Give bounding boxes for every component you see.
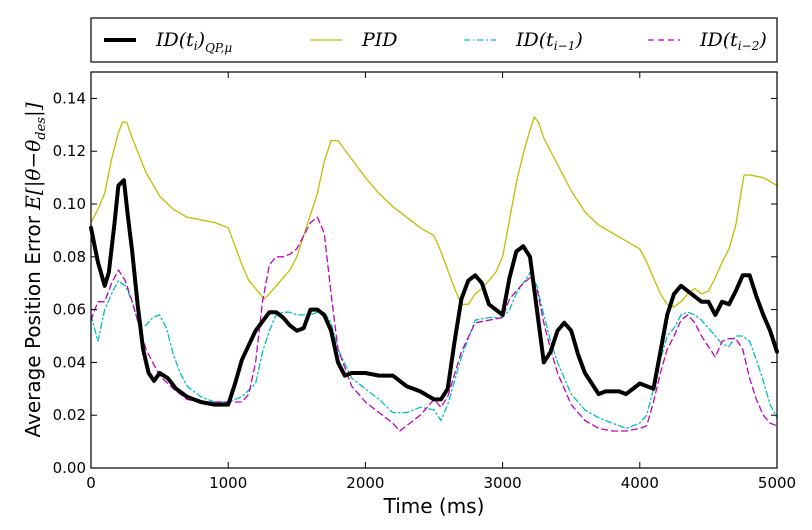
plot-area <box>91 72 777 468</box>
series-line-2 <box>90 271 778 430</box>
x-axis-title: Time (ms) <box>383 494 485 518</box>
legend-label-2: ID(ti−1) <box>515 29 583 53</box>
y-tick-label: 0.14 <box>53 89 86 107</box>
series-layer <box>89 116 779 432</box>
y-tick-label: 0.06 <box>53 301 86 319</box>
y-axis-title-math: E[|θ−θ <box>21 140 46 211</box>
y-axis-title-text: Average Position Error <box>21 210 45 438</box>
x-tick-label: 2000 <box>346 474 384 492</box>
y-tick-label: 0.04 <box>53 353 86 371</box>
legend-label-1: PID <box>361 29 398 51</box>
x-tick-label: 4000 <box>621 474 659 492</box>
x-tick-label: 0 <box>86 474 96 492</box>
y-tick-label: 0.00 <box>53 459 86 477</box>
series-line-1 <box>90 116 778 308</box>
plot-frame <box>90 71 778 469</box>
legend-label-3: ID(ti−2) <box>699 29 767 53</box>
y-axis-title-math-sub: des <box>34 117 49 140</box>
series-line-0 <box>89 178 779 407</box>
y-tick-label: 0.10 <box>53 195 86 213</box>
x-tick-label: 1000 <box>209 474 247 492</box>
y-tick-label: 0.02 <box>53 406 86 424</box>
y-tick-label: 0.08 <box>53 248 86 266</box>
y-axis-title: Average Position Error E[|θ−θdes|] <box>21 102 49 437</box>
legend-label-0: ID(ti)QP,μ <box>155 29 232 55</box>
y-tick-label: 0.12 <box>53 142 86 160</box>
x-tick-label: 3000 <box>484 474 522 492</box>
y-axis-title-math-close: |] <box>21 102 46 117</box>
legend: ID(ti)QP,μ PID ID(ti−1) ID(ti−2) <box>90 17 778 63</box>
x-tick-label: 5000 <box>758 474 796 492</box>
